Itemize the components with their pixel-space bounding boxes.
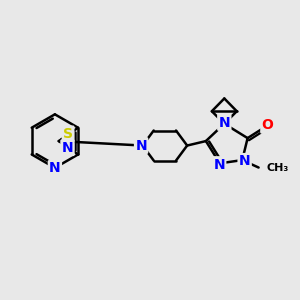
Text: O: O <box>262 118 274 132</box>
Text: N: N <box>135 139 147 152</box>
Text: N: N <box>49 161 61 176</box>
Text: N: N <box>213 158 225 172</box>
Text: N: N <box>239 154 250 168</box>
Text: N: N <box>218 116 230 130</box>
Text: S: S <box>63 127 73 141</box>
Text: N: N <box>62 141 73 155</box>
Text: CH₃: CH₃ <box>266 163 288 173</box>
